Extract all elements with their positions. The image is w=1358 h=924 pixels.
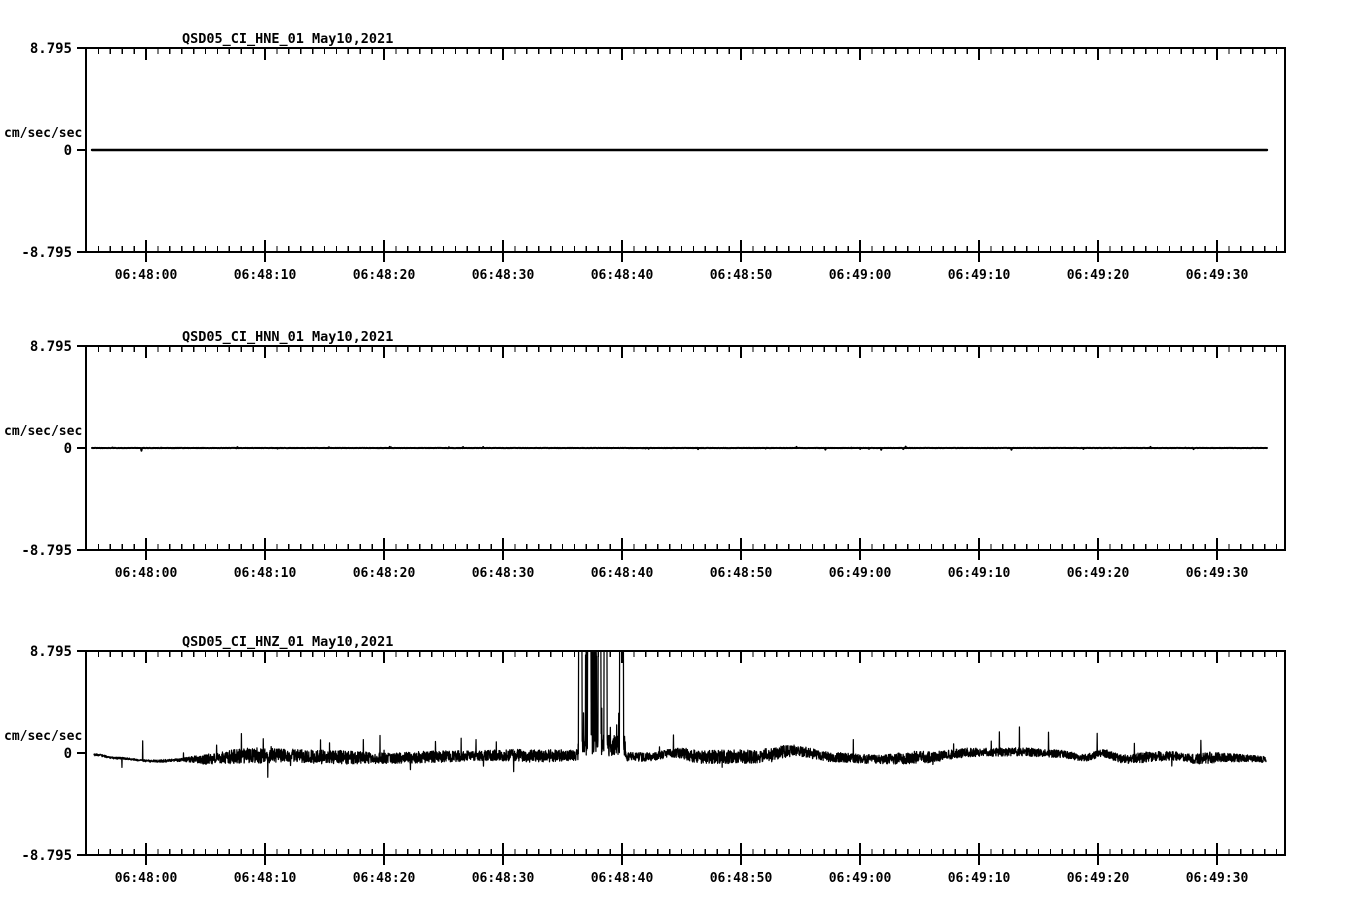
y-axis-unit-label: cm/sec/sec [4, 126, 82, 141]
y-axis-zero-label: 0 [64, 441, 72, 457]
x-tick-label-064810: 06:48:10 [234, 566, 297, 581]
plot-area-qsd05_ci_hne_01: QSD05_CI_HNE_01 May10,2021 8.795 0 -8.795 cm… [4, 31, 1286, 283]
x-tick-label-064800: 06:48:00 [115, 566, 178, 581]
x-tick-label-064910: 06:49:10 [948, 268, 1011, 283]
y-axis-unit-label: cm/sec/sec [4, 424, 82, 439]
x-tick-label-064910: 06:49:10 [948, 871, 1011, 886]
x-tick-label-064900: 06:49:00 [829, 268, 892, 283]
seismogram-panel-hnz: QSD05_CI_HNZ_01 May10,2021 8.795 0 -8.795 cm… [0, 603, 1358, 893]
seismogram-panel-hnn: QSD05_CI_HNN_01 May10,2021 8.795 0 -8.795 cm… [0, 298, 1358, 588]
y-axis-unit-label: cm/sec/sec [4, 729, 82, 744]
x-tick-label-064840: 06:48:40 [591, 871, 654, 886]
x-tick-label-064920: 06:49:20 [1067, 871, 1130, 886]
x-tick-label-064840: 06:48:40 [591, 566, 654, 581]
panel-title-qsd05_ci_hnz_01: QSD05_CI_HNZ_01 May10,2021 [182, 634, 393, 650]
x-tick-label-064920: 06:49:20 [1067, 268, 1130, 283]
x-tick-label-064920: 06:49:20 [1067, 566, 1130, 581]
x-tick-label-064830: 06:48:30 [472, 268, 535, 283]
y-axis-min-label: -8.795 [21, 848, 72, 864]
x-tick-label-064900: 06:49:00 [829, 566, 892, 581]
y-axis-zero-label: 0 [64, 746, 72, 762]
x-tick-label-064930: 06:49:30 [1186, 871, 1249, 886]
x-tick-label-064900: 06:49:00 [829, 871, 892, 886]
y-axis-max-label: 8.795 [30, 41, 72, 57]
waveform-trace-qsd05_ci_hnz_01 [93, 650, 1267, 778]
x-tick-label-064810: 06:48:10 [234, 871, 297, 886]
x-tick-label-064820: 06:48:20 [353, 566, 416, 581]
x-tick-label-064850: 06:48:50 [710, 268, 773, 283]
y-axis-max-label: 8.795 [30, 644, 72, 660]
x-tick-label-064910: 06:49:10 [948, 566, 1011, 581]
y-axis-max-label: 8.795 [30, 339, 72, 355]
y-axis-min-label: -8.795 [21, 245, 72, 261]
seismogram-panel-hne: QSD05_CI_HNE_01 May10,2021 8.795 0 -8.795 cm… [0, 0, 1358, 290]
x-tick-label-064850: 06:48:50 [710, 871, 773, 886]
x-tick-label-064840: 06:48:40 [591, 268, 654, 283]
x-tick-label-064850: 06:48:50 [710, 566, 773, 581]
y-axis-zero-label: 0 [64, 143, 72, 159]
x-tick-label-064820: 06:48:20 [353, 268, 416, 283]
x-tick-label-064800: 06:48:00 [115, 871, 178, 886]
waveform-trace-qsd05_ci_hnn_01 [91, 445, 1268, 452]
y-axis-min-label: -8.795 [21, 543, 72, 559]
x-tick-label-064830: 06:48:30 [472, 566, 535, 581]
x-tick-label-064820: 06:48:20 [353, 871, 416, 886]
x-tick-label-064930: 06:49:30 [1186, 268, 1249, 283]
panel-title-qsd05_ci_hnn_01: QSD05_CI_HNN_01 May10,2021 [182, 329, 393, 345]
x-tick-label-064930: 06:49:30 [1186, 566, 1249, 581]
x-tick-label-064800: 06:48:00 [115, 268, 178, 283]
x-tick-label-064830: 06:48:30 [472, 871, 535, 886]
plot-area-qsd05_ci_hnn_01: QSD05_CI_HNN_01 May10,2021 8.795 0 -8.795 cm… [4, 329, 1286, 581]
plot-area-qsd05_ci_hnz_01: QSD05_CI_HNZ_01 May10,2021 8.795 0 -8.795 cm… [4, 634, 1286, 886]
panel-title-qsd05_ci_hne_01: QSD05_CI_HNE_01 May10,2021 [182, 31, 393, 47]
x-tick-label-064810: 06:48:10 [234, 268, 297, 283]
